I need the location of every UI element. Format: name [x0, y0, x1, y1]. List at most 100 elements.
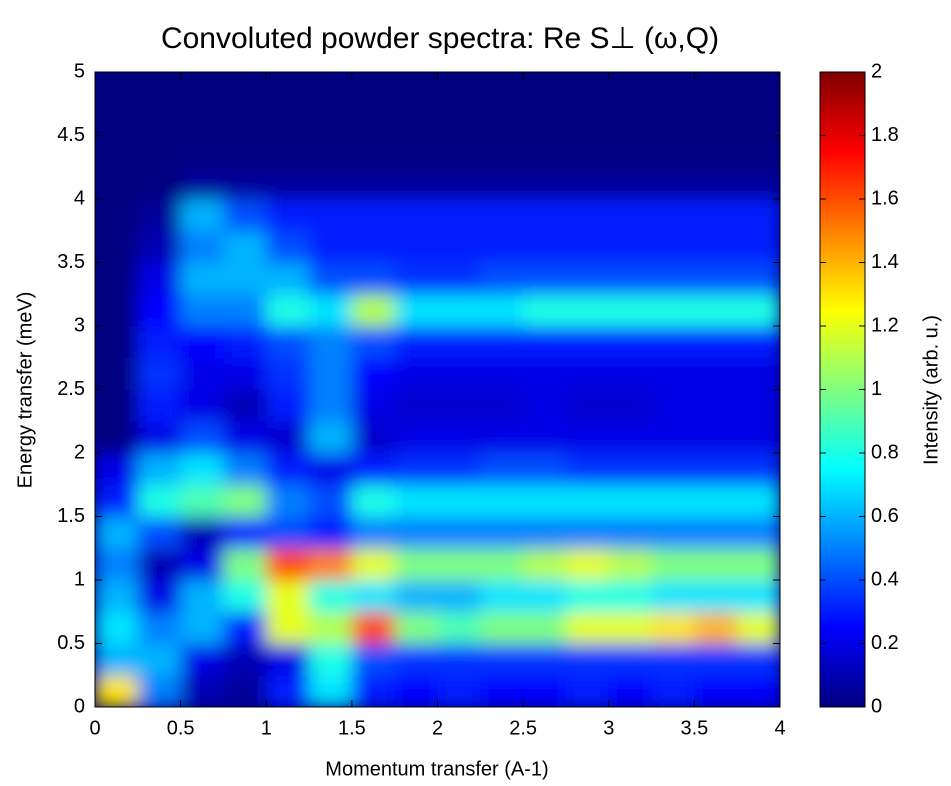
heat-cell — [394, 453, 438, 486]
heat-cell — [437, 580, 481, 613]
heat-cell — [137, 675, 182, 707]
heat-cell — [137, 484, 182, 517]
heat-cell — [266, 326, 310, 359]
heat-cell — [394, 326, 438, 359]
heat-cell — [394, 643, 438, 676]
heat-cell — [394, 135, 438, 168]
heat-cell — [651, 357, 695, 390]
heat-cell — [180, 580, 224, 613]
heat-cell — [437, 199, 481, 232]
colorbar-label: Intensity (arb. u.) — [920, 315, 942, 465]
heat-cell — [694, 357, 738, 390]
heat-cell — [608, 262, 653, 295]
heat-cell — [180, 294, 224, 327]
heat-cell — [608, 421, 653, 454]
heat-cell — [437, 611, 481, 644]
heat-cell — [95, 389, 139, 422]
heat-cell — [480, 167, 524, 200]
heat-cell — [480, 72, 524, 105]
heat-cell — [266, 643, 310, 676]
heat-cell — [95, 643, 139, 676]
heat-cell — [694, 516, 738, 549]
heat-cell — [95, 135, 139, 168]
y-tick-label: 2.5 — [57, 378, 85, 400]
heat-cell — [480, 580, 524, 613]
heat-cell — [223, 357, 267, 390]
heat-cell — [523, 548, 567, 581]
colorbar-tick-label: 1.8 — [871, 124, 899, 146]
heat-cell — [565, 643, 610, 676]
heat-cell — [309, 167, 353, 200]
heat-cell — [180, 262, 224, 295]
plot-area — [95, 72, 780, 707]
heat-cell — [309, 548, 353, 581]
heat-cell — [523, 643, 567, 676]
heat-cell — [608, 611, 653, 644]
heat-cell — [394, 167, 438, 200]
heat-cell — [351, 262, 396, 295]
heat-cell — [266, 103, 310, 136]
heat-cell — [309, 389, 353, 422]
heat-cell — [737, 199, 780, 232]
heat-cell — [694, 167, 738, 200]
heat-cell — [137, 326, 182, 359]
heat-cell — [651, 167, 695, 200]
heat-cell — [266, 357, 310, 390]
heat-cell — [180, 326, 224, 359]
heat-cell — [480, 421, 524, 454]
heat-cell — [309, 72, 353, 105]
heat-cell — [437, 167, 481, 200]
heat-cell — [737, 453, 780, 486]
colorbar-tick-label: 0.8 — [871, 441, 899, 463]
heat-cell — [223, 484, 267, 517]
heat-cell — [694, 580, 738, 613]
heat-cell — [523, 135, 567, 168]
heat-cell — [737, 389, 780, 422]
heat-cell — [266, 294, 310, 327]
heat-cell — [608, 167, 653, 200]
heat-cell — [309, 294, 353, 327]
heat-cell — [565, 167, 610, 200]
heat-cell — [309, 675, 353, 707]
heat-cell — [694, 135, 738, 168]
heat-cell — [394, 72, 438, 105]
heat-cell — [608, 643, 653, 676]
heat-cell — [223, 135, 267, 168]
heat-cell — [95, 103, 139, 136]
colorbar-tick-label: 2 — [871, 60, 882, 82]
colorbar-tick-label: 1.6 — [871, 187, 899, 209]
heat-cell — [351, 484, 396, 517]
y-tick-label: 3.5 — [57, 251, 85, 273]
x-tick-label: 3.5 — [680, 717, 708, 739]
heat-cell — [694, 230, 738, 263]
heat-cell — [523, 580, 567, 613]
heat-cell — [351, 167, 396, 200]
heat-cell — [437, 262, 481, 295]
heat-cell — [523, 389, 567, 422]
heat-cell — [437, 421, 481, 454]
heat-cell — [651, 103, 695, 136]
heat-cell — [223, 230, 267, 263]
y-tick-label: 0.5 — [57, 632, 85, 654]
heat-cell — [480, 262, 524, 295]
heat-cell — [351, 230, 396, 263]
heat-cell — [180, 516, 224, 549]
heat-cell — [394, 580, 438, 613]
heat-cell — [180, 230, 224, 263]
heat-cell — [180, 484, 224, 517]
heat-cell — [309, 453, 353, 486]
heat-cell — [223, 675, 267, 707]
heat-cell — [437, 230, 481, 263]
colorbar — [819, 71, 866, 708]
y-tick-label: 3 — [74, 314, 85, 336]
heat-cell — [351, 453, 396, 486]
heat-cell — [95, 262, 139, 295]
heat-cell — [309, 484, 353, 517]
y-tick-label: 5 — [74, 60, 85, 82]
heat-cell — [95, 421, 139, 454]
heat-cell — [523, 167, 567, 200]
heat-cell — [694, 484, 738, 517]
heat-cell — [437, 675, 481, 707]
heat-cell — [651, 484, 695, 517]
x-axis-label: Momentum transfer (A-1) — [325, 758, 548, 780]
